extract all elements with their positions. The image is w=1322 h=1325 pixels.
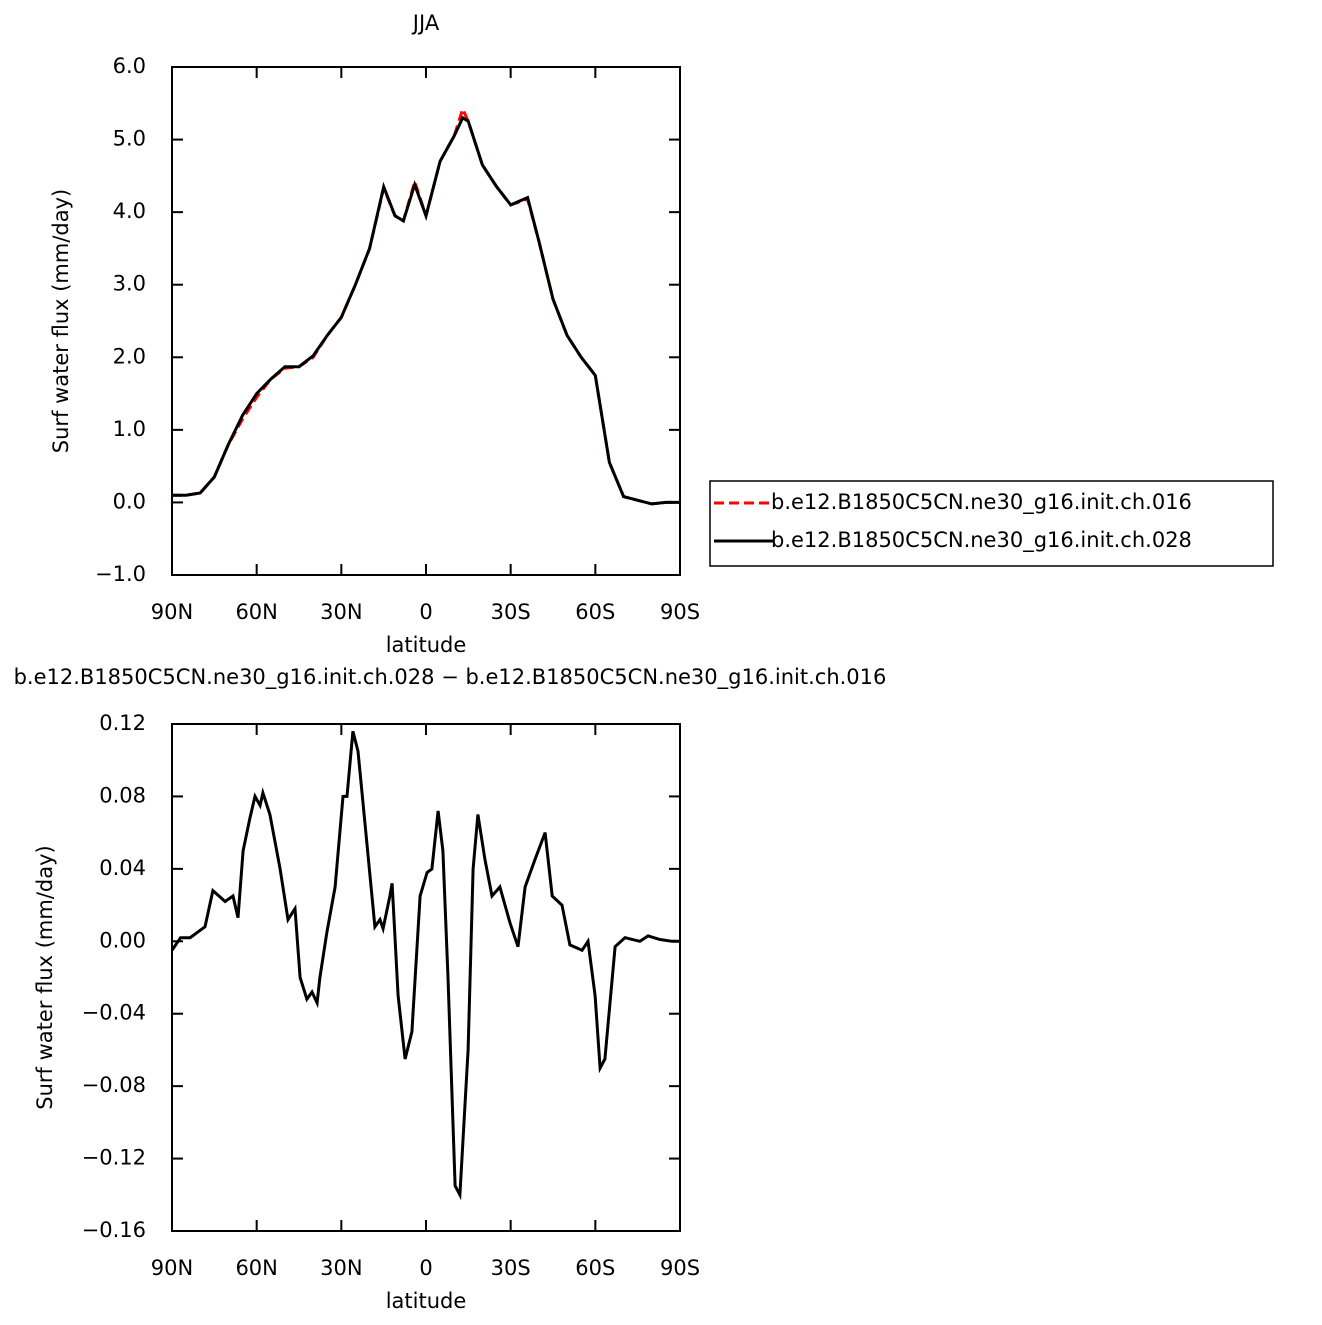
x-tick-label: 90S bbox=[660, 600, 700, 624]
legend-label: b.e12.B1850C5CN.ne30_g16.init.ch.028 bbox=[771, 528, 1192, 553]
data-line bbox=[170, 730, 680, 1201]
y-tick-label: 2.0 bbox=[113, 344, 146, 368]
y-tick-label: −1.0 bbox=[95, 562, 146, 586]
x-axis-label: latitude bbox=[386, 633, 467, 657]
x-tick-label: 0 bbox=[419, 1256, 432, 1280]
data-line bbox=[172, 104, 680, 506]
y-tick-label: 0.0 bbox=[113, 489, 146, 513]
legend-label: b.e12.B1850C5CN.ne30_g16.init.ch.016 bbox=[771, 490, 1192, 515]
x-tick-label: 60N bbox=[235, 1256, 277, 1280]
y-tick-label: −0.16 bbox=[82, 1218, 146, 1242]
y-tick-label: 0.00 bbox=[99, 928, 146, 952]
x-tick-label: 90S bbox=[660, 1256, 700, 1280]
x-axis-label: latitude bbox=[386, 1289, 467, 1313]
y-tick-label: 6.0 bbox=[113, 54, 146, 78]
x-tick-label: 30N bbox=[320, 600, 362, 624]
x-tick-label: 30S bbox=[491, 600, 531, 624]
x-tick-label: 60N bbox=[235, 600, 277, 624]
chart-title: b.e12.B1850C5CN.ne30_g16.init.ch.028 − b… bbox=[14, 665, 887, 690]
chart-title: JJA bbox=[411, 11, 440, 35]
y-tick-label: −0.04 bbox=[82, 1001, 146, 1025]
x-tick-label: 90N bbox=[151, 1256, 193, 1280]
x-tick-label: 30S bbox=[491, 1256, 531, 1280]
x-tick-label: 60S bbox=[575, 1256, 615, 1280]
x-tick-label: 60S bbox=[575, 600, 615, 624]
y-tick-label: 0.12 bbox=[99, 711, 146, 735]
y-tick-label: 1.0 bbox=[113, 417, 146, 441]
plot-frame bbox=[171, 66, 681, 576]
y-tick-label: 0.04 bbox=[99, 856, 146, 880]
y-tick-label: 0.08 bbox=[99, 783, 146, 807]
y-tick-label: 5.0 bbox=[113, 127, 146, 151]
y-tick-label: −0.12 bbox=[82, 1146, 146, 1170]
x-tick-label: 90N bbox=[151, 600, 193, 624]
data-line bbox=[172, 115, 680, 506]
y-tick-label: −0.08 bbox=[82, 1073, 146, 1097]
plot-frame bbox=[171, 723, 681, 1232]
y-tick-label: 4.0 bbox=[113, 199, 146, 223]
legend-box bbox=[709, 480, 1274, 567]
y-axis-label: Surf water flux (mm/day) bbox=[33, 845, 57, 1110]
x-tick-label: 30N bbox=[320, 1256, 362, 1280]
x-tick-label: 0 bbox=[419, 600, 432, 624]
y-tick-label: 3.0 bbox=[113, 272, 146, 296]
y-axis-label: Surf water flux (mm/day) bbox=[49, 189, 73, 454]
